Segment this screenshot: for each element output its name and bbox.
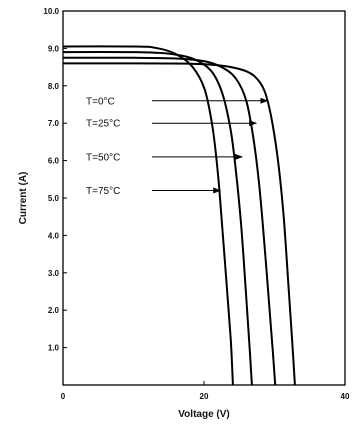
y-tick-label: 1.0 — [48, 344, 60, 353]
y-tick-label: 8.0 — [48, 82, 60, 91]
y-tick-label: 7.0 — [48, 119, 60, 128]
y-tick-label: 10.0 — [43, 7, 59, 16]
x-tick-label: 20 — [200, 392, 209, 401]
temperature-label-2: T=50°C — [86, 152, 120, 163]
series-line-2 — [62, 51, 253, 386]
axes: 1.0 2.0 3.0 4.0 5.0 6.0 7.0 8.0 9.0 10.0 0 20 40 — [43, 7, 350, 401]
temperature-label-3: T=75°C — [86, 186, 120, 197]
plot-frame — [62, 10, 346, 386]
series-line-0 — [62, 62, 296, 386]
temperature-label-0: T=0°C — [86, 96, 115, 107]
temperature-annotations: T=0°C T=25°C T=50°C T=75°C — [86, 96, 269, 197]
y-tick-label: 4.0 — [48, 231, 60, 240]
y-tick-label: 9.0 — [48, 44, 60, 53]
x-tick-label: 40 — [341, 392, 350, 401]
y-tick-label: 3.0 — [48, 269, 60, 278]
y-axis-title: Current (A) — [18, 172, 29, 225]
y-tick-label: 2.0 — [48, 306, 60, 315]
x-axis-title: Voltage (V) — [178, 409, 229, 420]
temperature-label-1: T=25°C — [86, 119, 120, 130]
y-tick-label: 5.0 — [48, 194, 60, 203]
x-tick-label: 0 — [61, 392, 66, 401]
series-line-3 — [62, 45, 234, 386]
y-tick-label: 6.0 — [48, 157, 60, 166]
